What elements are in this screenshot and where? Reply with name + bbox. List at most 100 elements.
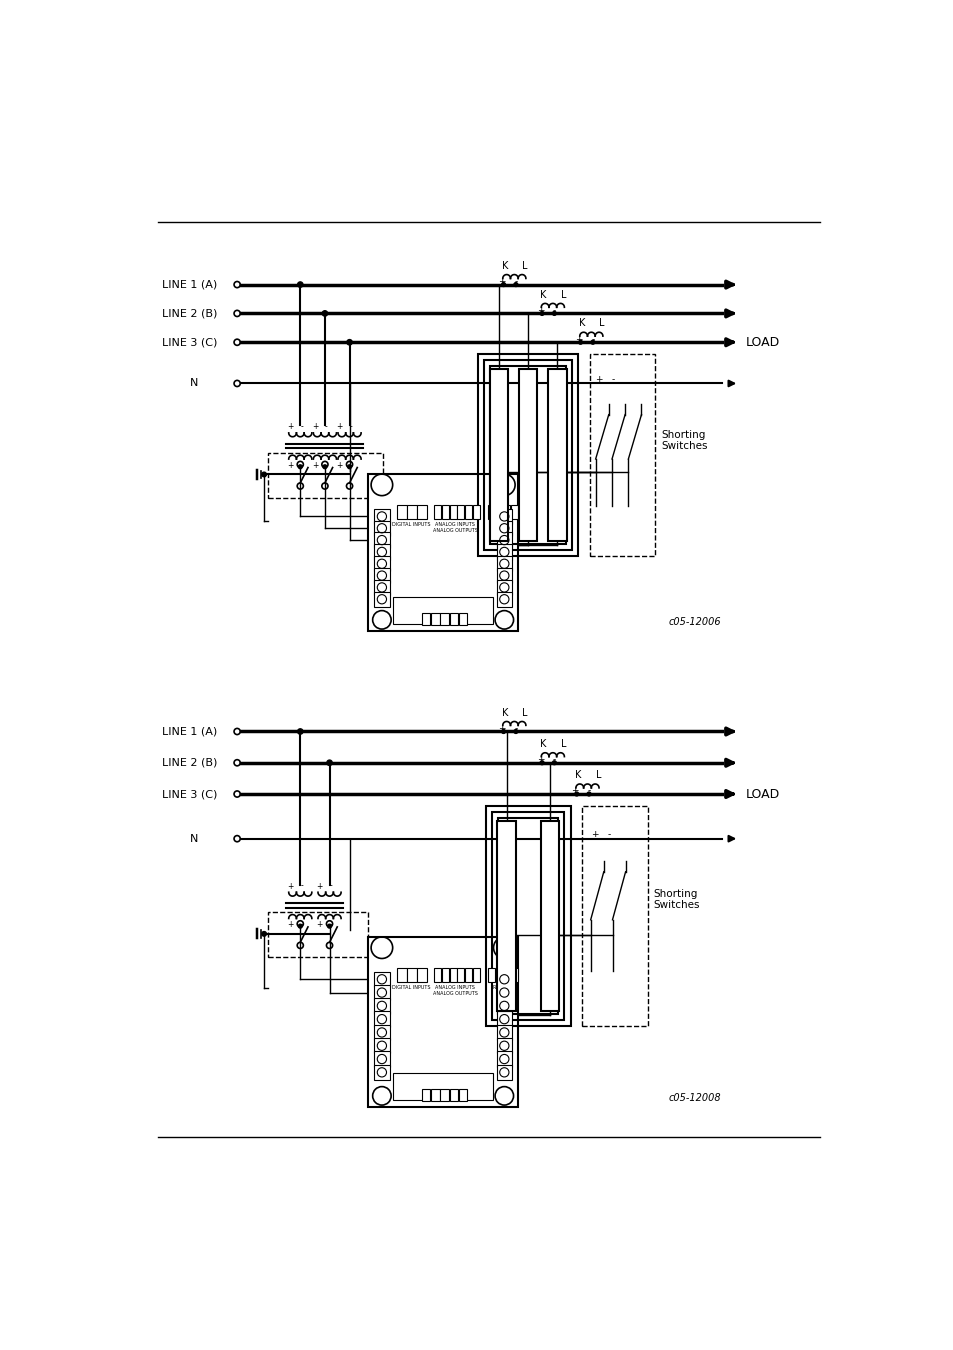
Text: +: + bbox=[316, 882, 322, 891]
Bar bbox=[497, 998, 512, 1014]
Bar bbox=[441, 968, 449, 981]
Bar bbox=[497, 1052, 512, 1066]
Text: ANALOG INPUTS: ANALOG INPUTS bbox=[435, 522, 475, 526]
Text: COM 2: COM 2 bbox=[441, 606, 463, 612]
Text: RELAYS: RELAYS bbox=[493, 984, 511, 990]
Text: -: - bbox=[300, 423, 303, 431]
Bar bbox=[503, 505, 510, 518]
Bar bbox=[374, 1052, 389, 1066]
Bar bbox=[497, 818, 558, 1014]
Text: -: - bbox=[514, 724, 517, 733]
Bar bbox=[489, 369, 508, 541]
Bar bbox=[374, 544, 389, 560]
Text: +: + bbox=[336, 423, 342, 431]
Text: LINE 1 (A): LINE 1 (A) bbox=[161, 726, 216, 737]
Bar bbox=[497, 1038, 512, 1053]
Text: +: + bbox=[287, 460, 294, 470]
Text: COM 1: COM 1 bbox=[398, 1083, 421, 1088]
Text: -: - bbox=[591, 335, 594, 344]
Bar bbox=[473, 505, 479, 518]
Bar bbox=[497, 1011, 512, 1027]
Text: -: - bbox=[325, 460, 328, 470]
Bar bbox=[497, 1025, 512, 1040]
Circle shape bbox=[298, 464, 302, 468]
Bar bbox=[497, 544, 512, 560]
Bar bbox=[449, 505, 456, 518]
Text: -: - bbox=[552, 755, 556, 764]
Text: DIGITAL INPUTS: DIGITAL INPUTS bbox=[392, 522, 430, 526]
Text: +: + bbox=[312, 423, 317, 431]
Text: -: - bbox=[611, 375, 614, 385]
Circle shape bbox=[552, 761, 556, 764]
Bar bbox=[368, 937, 517, 1107]
Bar bbox=[407, 505, 416, 518]
Text: DIGITAL INPUTS: DIGITAL INPUTS bbox=[392, 984, 430, 990]
Text: -: - bbox=[552, 306, 556, 315]
Bar bbox=[496, 968, 502, 981]
Bar bbox=[374, 556, 389, 571]
Text: LINE 3 (C): LINE 3 (C) bbox=[161, 338, 217, 347]
Text: K: K bbox=[575, 769, 580, 780]
Circle shape bbox=[574, 792, 578, 796]
Text: -: - bbox=[587, 787, 590, 795]
Circle shape bbox=[539, 761, 543, 764]
Text: c05-12006: c05-12006 bbox=[668, 617, 720, 628]
Bar bbox=[374, 1038, 389, 1053]
Bar bbox=[540, 821, 558, 1011]
Bar bbox=[497, 556, 512, 571]
Bar bbox=[503, 968, 510, 981]
Bar bbox=[497, 986, 512, 1000]
Bar bbox=[449, 1089, 457, 1102]
Bar bbox=[488, 505, 495, 518]
Bar bbox=[416, 505, 426, 518]
Bar bbox=[416, 968, 426, 981]
Bar bbox=[374, 509, 389, 524]
Bar bbox=[497, 509, 512, 524]
Bar bbox=[477, 354, 578, 556]
Bar bbox=[374, 1011, 389, 1027]
Text: COM 2: COM 2 bbox=[441, 1083, 463, 1088]
Text: K: K bbox=[539, 289, 546, 300]
Text: +: + bbox=[595, 375, 602, 385]
Bar bbox=[458, 613, 467, 625]
Circle shape bbox=[323, 464, 327, 468]
Text: ANALOG OUTPUTS: ANALOG OUTPUTS bbox=[432, 528, 477, 533]
Bar bbox=[421, 613, 430, 625]
Bar bbox=[497, 568, 512, 583]
Bar bbox=[511, 968, 517, 981]
Text: -: - bbox=[350, 460, 352, 470]
Bar bbox=[456, 505, 464, 518]
Text: -: - bbox=[330, 921, 332, 929]
Circle shape bbox=[514, 282, 517, 286]
Text: L: L bbox=[560, 289, 566, 300]
Text: +: + bbox=[316, 921, 322, 929]
Text: -: - bbox=[514, 277, 517, 286]
Bar bbox=[458, 1089, 467, 1102]
Bar bbox=[374, 568, 389, 583]
Text: -: - bbox=[325, 423, 328, 431]
Bar bbox=[421, 1089, 430, 1102]
Circle shape bbox=[327, 925, 331, 927]
Bar bbox=[434, 968, 440, 981]
Bar bbox=[497, 591, 512, 608]
Text: LOAD: LOAD bbox=[744, 336, 779, 348]
Bar bbox=[581, 806, 647, 1026]
Text: Switches: Switches bbox=[653, 899, 700, 910]
Bar bbox=[440, 1089, 449, 1102]
Text: c05-12008: c05-12008 bbox=[668, 1092, 720, 1103]
Bar bbox=[449, 613, 457, 625]
Circle shape bbox=[327, 760, 332, 765]
Circle shape bbox=[322, 310, 327, 316]
Bar bbox=[497, 532, 512, 548]
Bar bbox=[492, 811, 564, 1021]
Bar bbox=[440, 613, 449, 625]
Text: +: + bbox=[575, 335, 582, 344]
Text: +: + bbox=[537, 306, 544, 315]
Text: +: + bbox=[312, 460, 317, 470]
Bar bbox=[496, 505, 502, 518]
Circle shape bbox=[539, 312, 543, 316]
Text: LOAD: LOAD bbox=[744, 787, 779, 801]
Text: -: - bbox=[300, 882, 303, 891]
Bar bbox=[374, 998, 389, 1014]
Text: Shorting: Shorting bbox=[653, 888, 698, 899]
